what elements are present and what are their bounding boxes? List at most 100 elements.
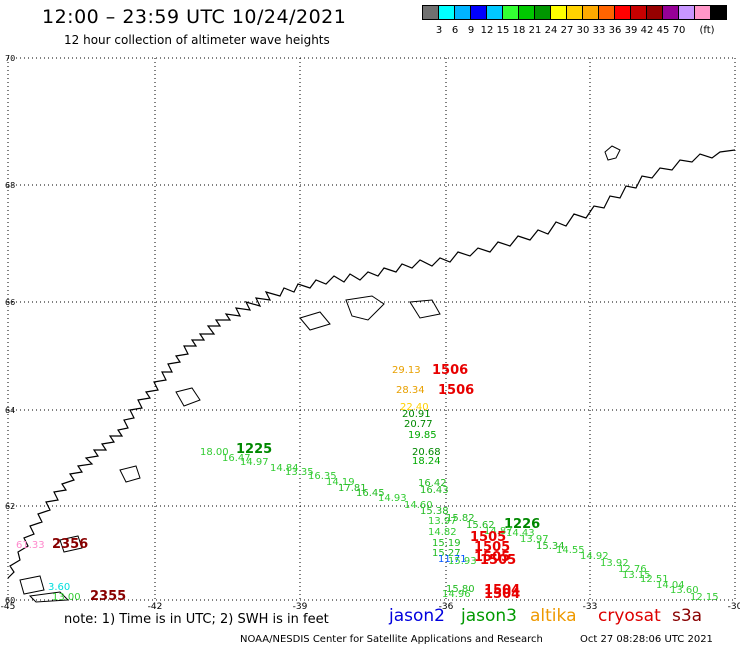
wave-height-label: 29.13 <box>392 365 421 376</box>
wave-height-label: 2355 <box>90 589 126 604</box>
wave-height-label: 15.93 <box>448 556 477 567</box>
coastal-island <box>19 575 45 595</box>
scale-label: 27 <box>560 25 574 36</box>
wave-height-label: 13.35 <box>285 467 314 478</box>
scale-label: 33 <box>592 25 606 36</box>
wave-height-label: 61.33 <box>16 540 45 551</box>
wave-height-label: 11.71 <box>438 554 467 565</box>
wave-height-label: 28.34 <box>396 385 425 396</box>
scale-label: 39 <box>624 25 638 36</box>
scale-swatch <box>710 5 727 20</box>
wave-height-label: 1506 <box>432 363 468 378</box>
wave-height-label: 20.68 <box>412 447 441 458</box>
map-subtitle: 12 hour collection of altimeter wave hei… <box>64 33 330 47</box>
satellite-legend-altika: altika <box>530 606 577 626</box>
scale-label: 30 <box>576 25 590 36</box>
wave-height-label: 12.76 <box>618 564 647 575</box>
wave-height-label: 14.84 <box>270 463 299 474</box>
scale-label: 15 <box>496 25 510 36</box>
wave-height-label: 14.04 <box>656 580 685 591</box>
map-title: 12:00 – 23:59 UTC 10/24/2021 <box>42 6 347 28</box>
wave-height-label: 13.97 <box>520 534 549 545</box>
longitude-tick-label: -45 <box>1 602 16 612</box>
latitude-tick-label: 60 <box>5 596 15 605</box>
scale-label: 18 <box>512 25 526 36</box>
coastal-island <box>604 145 621 161</box>
credit-line: NOAA/NESDIS Center for Satellite Applica… <box>240 634 543 645</box>
footer-note: note: 1) Time is in UTC; 2) SWH is in fe… <box>64 612 329 627</box>
scale-label: 42 <box>640 25 654 36</box>
wave-height-label: 14.60 <box>404 500 433 511</box>
satellite-legend-cryosat: cryosat <box>598 606 661 626</box>
wave-height-label: 15.34 <box>536 541 565 552</box>
wave-height-label: 1506 <box>438 383 474 398</box>
latitude-tick-label: 68 <box>5 181 15 190</box>
longitude-tick-label: -30 <box>728 602 740 612</box>
wave-height-label: 13.60 <box>670 585 699 596</box>
wave-height-label: 16.47 <box>222 453 251 464</box>
wave-height-label: 14.19 <box>326 477 355 488</box>
latitude-tick-label: 70 <box>5 54 15 63</box>
coastal-island <box>59 535 83 553</box>
wave-height-label: 3.60 <box>48 582 70 593</box>
wave-height-label: 1504 <box>484 587 520 602</box>
satellite-legend-jason3: jason3 <box>461 606 517 626</box>
wave-height-label: 19.85 <box>408 430 437 441</box>
wave-height-label: 13.00 <box>52 592 81 603</box>
wave-height-label: 14.97 <box>240 457 269 468</box>
wave-height-label: 1505 <box>474 540 510 555</box>
coastal-island <box>119 465 141 483</box>
coastal-island <box>28 591 70 603</box>
greenland-coastline <box>7 149 736 579</box>
longitude-tick-label: -33 <box>583 602 598 612</box>
coastal-island <box>175 387 201 407</box>
scale-label: 45 <box>656 25 670 36</box>
wave-height-label: 14.43 <box>506 528 535 539</box>
wave-height-label: 22.40 <box>400 402 429 413</box>
scale-label: 9 <box>467 25 475 36</box>
scale-unit: (ft) <box>699 25 715 36</box>
wave-height-label: 16.42 <box>418 478 447 489</box>
longitude-tick-label: -39 <box>293 602 308 612</box>
wave-height-label: 17.81 <box>338 483 367 494</box>
wave-height-label: 15.38 <box>420 506 449 517</box>
wave-height-label: 14.87 <box>484 526 513 537</box>
wave-height-label: 16.45 <box>356 488 385 499</box>
wave-height-label: 2356 <box>52 537 88 552</box>
wave-height-label: 14.93 <box>378 493 407 504</box>
wave-height-label: 15.27 <box>432 548 461 559</box>
wave-height-label: 20.77 <box>404 419 433 430</box>
coastal-island <box>409 299 441 319</box>
wave-height-label: 16.43 <box>420 485 449 496</box>
wave-height-label: 20.91 <box>402 409 431 420</box>
wave-height-label: 13.97 <box>428 516 457 527</box>
scale-label: 12 <box>480 25 494 36</box>
wave-height-label: 18.24 <box>412 456 441 467</box>
scale-label: 6 <box>451 25 459 36</box>
latitude-tick-label: 62 <box>5 502 15 511</box>
longitude-tick-label: -36 <box>439 602 454 612</box>
wave-height-label: 12.51 <box>640 574 669 585</box>
wave-height-label: 14.55 <box>556 545 585 556</box>
coastal-island <box>345 295 385 321</box>
satellite-legend-jason2: jason2 <box>389 606 445 626</box>
wave-height-label: 1505 <box>470 530 506 545</box>
wave-height-label: 14.92 <box>580 551 609 562</box>
wave-height-label: 16.35 <box>308 471 337 482</box>
scale-label: 3 <box>435 25 443 36</box>
wave-height-label: 12.15 <box>690 592 719 603</box>
latitude-tick-label: 66 <box>5 298 15 307</box>
wave-height-label: 14.82 <box>428 527 457 538</box>
scale-label: 36 <box>608 25 622 36</box>
scale-label: 70 <box>672 25 686 36</box>
latitude-tick-label: 64 <box>5 406 15 415</box>
wave-height-label: 1505 <box>480 553 516 568</box>
coastal-island <box>299 311 331 331</box>
wave-height-label: 1504 <box>484 583 520 598</box>
wave-height-label: 15.62 <box>466 520 495 531</box>
wave-height-label: 15.82 <box>446 513 475 524</box>
wave-height-label: 15.80 <box>446 584 475 595</box>
wave-height-label: 1226 <box>504 517 540 532</box>
wave-height-label: 18.00 <box>200 447 229 458</box>
